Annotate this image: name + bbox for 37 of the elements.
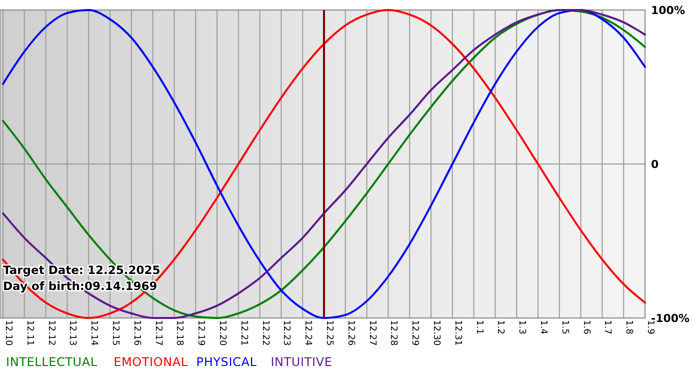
text: INTUITIVE <box>270 355 332 369</box>
x-tick-label: 1.7 <box>602 320 612 334</box>
x-tick-label: 12.14 <box>88 320 99 346</box>
x-tick-label: 12.22 <box>260 320 270 346</box>
x-tick-label: 12.18 <box>174 320 184 346</box>
line-series <box>2 9 646 319</box>
text: INTELLECTUAL <box>6 355 98 369</box>
x-tick-label: 12.15 <box>110 320 120 346</box>
x-tick-label: 1.4 <box>538 320 548 335</box>
x-tick-label: 12.16 <box>131 320 142 346</box>
x-tick-label: 12.10 <box>3 320 13 346</box>
x-tick-label: 1.1 <box>474 320 484 334</box>
y-tick-label: 0 <box>651 158 659 171</box>
x-tick-label: 12.13 <box>67 320 78 346</box>
x-tick-label: 12.11 <box>24 320 34 346</box>
x-tick-label: 1.3 <box>516 320 527 334</box>
x-tick-label: 12.21 <box>238 320 248 346</box>
x-tick-label: 12.28 <box>388 320 398 346</box>
x-tick-label: 12.23 <box>281 320 292 346</box>
x-tick-label: 12.27 <box>366 320 377 346</box>
x-tick-label: 12.25 <box>324 320 334 346</box>
x-tick-label: 12.30 <box>431 320 441 346</box>
x-tick-label: 1.6 <box>580 320 591 335</box>
x-tick-label: 12.19 <box>196 320 206 346</box>
y-tick-label: 100% <box>651 4 685 17</box>
text: PHYSICAL <box>196 355 257 369</box>
x-tick-label: 12.26 <box>345 320 356 346</box>
x-tick-label: 12.20 <box>217 320 227 346</box>
x-tick-label: 12.29 <box>410 320 420 346</box>
x-tick-label: 12.24 <box>302 320 313 346</box>
x-tick-label: 1.2 <box>495 320 506 334</box>
x-tick-label: 12.17 <box>152 320 163 346</box>
text: EMOTIONAL <box>114 355 188 369</box>
x-tick-label: 12.12 <box>46 320 56 346</box>
x-tick-label: 1.5 <box>559 320 570 334</box>
x-tick-label: 1.8 <box>624 320 634 335</box>
x-tick-label: 12.31 <box>452 320 462 346</box>
